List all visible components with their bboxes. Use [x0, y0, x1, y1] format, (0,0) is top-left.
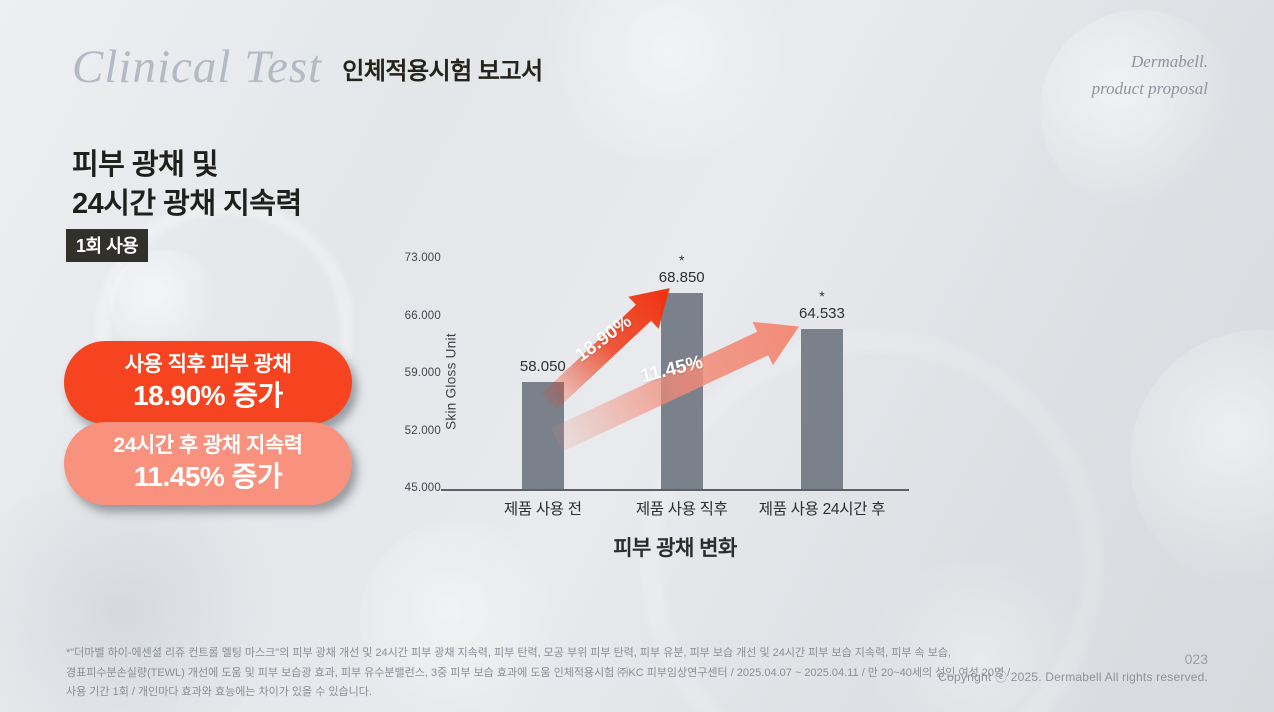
- bar-value-label: 64.533: [798, 304, 845, 322]
- chart-title: 피부 광채 변화: [613, 537, 737, 560]
- header: Clinical Test 인체적용시험 보고서: [72, 44, 543, 91]
- bar-value-label: 68.850: [658, 269, 705, 287]
- footnote-line2: 경표피수분손실량(TEWL) 개선에 도움 및 피부 보습광 효과, 피부 유수…: [66, 666, 1011, 679]
- y-axis-tick-label: 52.000: [404, 424, 441, 437]
- copyright-text: Copyright ⓒ 2025. Dermabell All rights r…: [938, 670, 1208, 684]
- bar: [800, 328, 843, 489]
- annotation-arrow: [541, 288, 670, 410]
- section-heading: 피부 광채 및 24시간 광채 지속력: [72, 146, 302, 223]
- y-axis-tick-label: 45.000: [404, 482, 441, 494]
- result-badge-value: 18.90% 증가: [133, 380, 283, 412]
- result-badge-label: 사용 직후 피부 광채: [124, 353, 292, 376]
- brand-block: Dermabell. product proposal: [1092, 48, 1208, 102]
- x-axis-category-label: 제품 사용 24시간 후: [758, 501, 886, 518]
- y-axis-tick-label: 73.000: [404, 252, 441, 264]
- brand-name: Dermabell.: [1131, 52, 1208, 71]
- x-axis-category-label: 제품 사용 전: [503, 501, 582, 518]
- annotation-arrows: [541, 288, 799, 452]
- usage-count-badge: 1회 사용: [66, 229, 149, 262]
- bokeh-highlight: [1130, 330, 1274, 590]
- result-badge-value: 11.45% 증가: [133, 461, 283, 493]
- footnote-line1: *"더마벨 하이-에센셜 리쥬 컨트롤 멜팅 마스크"의 피부 광채 개선 및 …: [66, 647, 951, 659]
- significance-mark: *: [819, 287, 825, 304]
- result-badge-24h: 24시간 후 광채 지속력 11.45% 증가: [64, 422, 352, 505]
- result-badge-immediate: 사용 직후 피부 광채 18.90% 증가: [64, 341, 352, 424]
- bokeh-highlight: [1040, 10, 1240, 210]
- bokeh-highlight: [520, 0, 820, 160]
- page-number: 023: [1184, 651, 1208, 667]
- brand-tagline: product proposal: [1091, 79, 1208, 99]
- result-badge-label: 24시간 후 광채 지속력: [113, 434, 303, 457]
- significance-mark: *: [678, 252, 685, 269]
- x-axis-category-label: 제품 사용 직후: [635, 501, 728, 518]
- page-subtitle: 인체적용시험 보고서: [342, 58, 543, 85]
- bar-chart: Skin Gloss Unit 73.000 66.000 59.000 52.000…: [393, 243, 909, 543]
- bar-value-label: 58.050: [519, 357, 566, 375]
- section-heading-line1: 피부 광채 및: [72, 149, 219, 181]
- y-axis-tick-label: 59.000: [404, 367, 441, 379]
- footnote-line3: 사용 기간 1회 / 개인마다 효과와 효능에는 차이가 있을 수 있습니다.: [66, 686, 372, 699]
- annotation-arrow: [551, 321, 799, 452]
- section-heading-line2: 24시간 광채 지속력: [72, 187, 302, 220]
- y-axis-tick-label: 66.000: [404, 309, 441, 322]
- x-axis-line: [441, 489, 909, 491]
- page-title: Clinical Test: [72, 41, 323, 93]
- footnote: *"더마벨 하이-에센셜 리쥬 컨트롤 멜팅 마스크"의 피부 광채 개선 및 …: [66, 644, 1010, 703]
